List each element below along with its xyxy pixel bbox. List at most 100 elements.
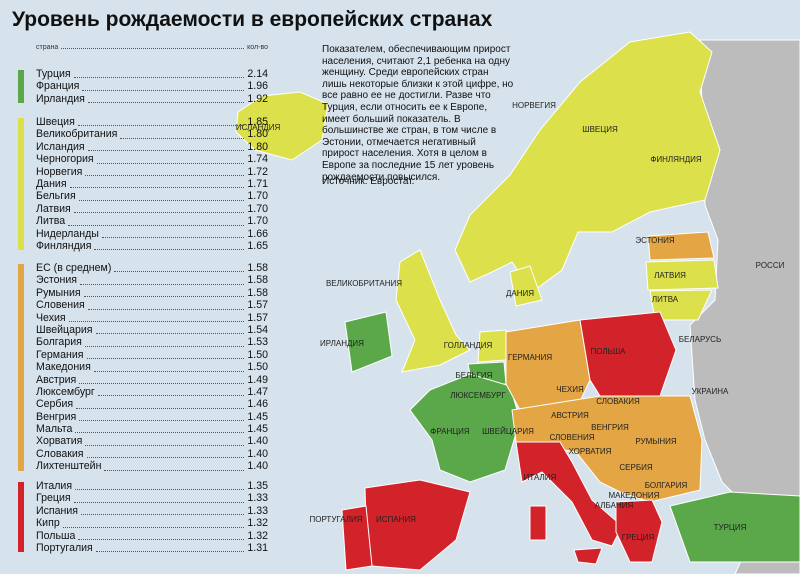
group-bar	[18, 70, 24, 104]
leader	[86, 349, 245, 360]
map-label: АВСТРИЯ	[551, 411, 589, 420]
map-label: ИРЛАНДИЯ	[320, 339, 364, 348]
row: Турция 2.14	[36, 68, 268, 80]
rate-value: 1.74	[247, 153, 268, 166]
row: Франция 1.96	[36, 80, 268, 92]
leader	[73, 203, 245, 214]
map-label: ЧЕХИЯ	[556, 385, 584, 394]
country-name: Италия	[36, 480, 73, 492]
country-name: Нидерланды	[36, 227, 99, 240]
map-label: ШВЕЙЦАРИЯ	[482, 427, 534, 436]
leader	[79, 411, 245, 422]
map-label: БЕЛЬГИЯ	[456, 371, 493, 380]
group: ЕС (в среднем) 1.58 Эстония 1.58 Румыния 1.58…	[18, 262, 268, 473]
country-name: Лихтенштейн	[36, 460, 102, 473]
row: Мальта 1.45	[36, 423, 268, 435]
country-name: Македония	[36, 361, 91, 374]
header-count: кол-во	[247, 44, 268, 51]
row: Ирландия 1.92	[36, 93, 268, 105]
rate-value: 1.40	[247, 435, 268, 448]
map-label: ХОРВАТИЯ	[569, 447, 612, 456]
leader	[81, 505, 245, 516]
country-name: Финляндия	[36, 239, 92, 252]
leader	[80, 274, 245, 285]
map-label: СЕРБИЯ	[619, 463, 652, 472]
rate-value: 1.57	[247, 299, 268, 312]
row: Дания 1.71	[36, 178, 268, 190]
rate-value: 1.40	[247, 460, 268, 473]
row: ЕС (в среднем) 1.58	[36, 262, 268, 274]
countries	[235, 31, 800, 574]
leader	[68, 215, 245, 226]
country-name: Сербия	[36, 398, 74, 411]
rate-value: 1.54	[247, 323, 268, 336]
header-country: страна	[36, 44, 59, 51]
country-name: Испания	[36, 504, 79, 517]
map-label: ПОРТУГАЛИЯ	[309, 515, 362, 524]
leader	[79, 374, 245, 384]
leader	[87, 93, 245, 104]
rate-value: 1.33	[247, 504, 268, 517]
map-label: СЛОВАКИЯ	[596, 397, 640, 406]
row: Болгария 1.53	[36, 336, 268, 348]
sicily	[573, 547, 603, 565]
country-name: Исландия	[36, 140, 85, 153]
leader	[76, 398, 245, 409]
group-bar	[18, 482, 24, 553]
country-name: Великобритания	[36, 128, 118, 141]
group: Турция 2.14 Франция 1.96 Ирландия 1.92	[18, 68, 268, 105]
row: Германия 1.50	[36, 349, 268, 361]
group: Швеция 1.85 Великобритания 1.80 Исландия 1.80…	[18, 116, 268, 252]
leader	[75, 480, 245, 491]
row: Финляндия 1.65	[36, 240, 268, 252]
rate-value: 1.53	[247, 336, 268, 349]
rate-value: 1.96	[247, 80, 268, 93]
rate-value: 1.31	[247, 541, 268, 554]
leader	[78, 190, 245, 201]
map-label: ГЕРМАНИЯ	[508, 353, 552, 362]
country-name: Люксембург	[36, 385, 95, 398]
country-name: Швеция	[36, 116, 75, 128]
leader	[85, 166, 245, 176]
group-bar	[18, 264, 24, 471]
row: Македония 1.50	[36, 361, 268, 373]
leader	[86, 448, 245, 459]
row: Польша 1.32	[36, 530, 268, 542]
rate-value: 1.32	[247, 517, 268, 530]
country-name: Португалия	[36, 541, 93, 554]
rate-value: 1.45	[247, 410, 268, 423]
leader	[104, 460, 245, 471]
rate-value: 1.80	[247, 140, 268, 153]
map-label: ВЕНГРИЯ	[591, 423, 629, 432]
rate-value: 1.50	[247, 361, 268, 374]
uk	[395, 249, 471, 373]
row: Литва 1.70	[36, 215, 268, 227]
rate-value: 1.45	[247, 423, 268, 436]
row: Венгрия 1.45	[36, 411, 268, 423]
row: Черногория 1.74	[36, 153, 268, 165]
country-name: Литва	[36, 215, 66, 228]
lithuania	[649, 289, 713, 321]
leader	[85, 435, 245, 446]
leader	[94, 240, 245, 251]
estonia	[647, 231, 715, 261]
country-name: Норвегия	[36, 165, 83, 178]
rate-value: 1.35	[247, 480, 268, 492]
map-label: ДАНИЯ	[506, 289, 534, 298]
germany	[505, 319, 591, 411]
map-label: ФИНЛЯНДИЯ	[650, 155, 702, 164]
country-name: Румыния	[36, 286, 81, 299]
country-name: Бельгия	[36, 190, 76, 203]
country-name: Кипр	[36, 517, 60, 530]
source: Источник: Евростат.	[322, 176, 415, 187]
rate-value: 2.14	[247, 68, 268, 80]
rate-value: 1.58	[247, 274, 268, 287]
leader	[73, 492, 245, 503]
row: Сербия 1.46	[36, 398, 268, 410]
group-bar	[18, 118, 24, 251]
map-label: ГРЕЦИЯ	[622, 533, 655, 542]
leader	[93, 361, 245, 372]
map-label: ЛЮКСЕМБУРГ	[450, 391, 506, 400]
country-name: Австрия	[36, 373, 77, 386]
country-name: Эстония	[36, 274, 78, 287]
